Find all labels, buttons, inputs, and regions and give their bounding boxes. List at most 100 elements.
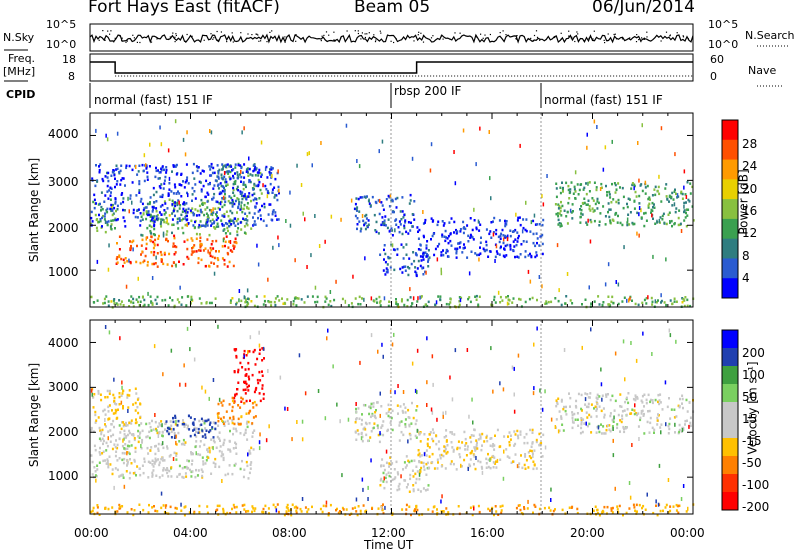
- scatter-cell: [477, 305, 480, 308]
- scatter-cell: [172, 164, 175, 167]
- scatter-cell: [158, 461, 161, 464]
- speckle-cell: [496, 458, 499, 463]
- scatter-cell: [254, 507, 257, 510]
- scatter-cell: [425, 244, 428, 247]
- scatter-cell: [473, 446, 476, 449]
- scatter-cell: [683, 210, 685, 214]
- scatter-cell: [437, 295, 440, 298]
- scatter-cell: [185, 423, 188, 427]
- speckle-cell: [153, 344, 156, 349]
- scatter-cell: [128, 164, 131, 168]
- scatter-cell: [576, 183, 579, 186]
- scatter-cell: [380, 426, 383, 429]
- scatter-cell: [509, 229, 512, 232]
- scatter-cell: [213, 226, 216, 229]
- scatter-cell: [116, 303, 119, 306]
- scatter-cell: [644, 192, 647, 195]
- speckle-cell: [541, 194, 543, 199]
- scatter-cell: [587, 405, 590, 409]
- scatter-cell: [262, 219, 265, 223]
- scatter-cell: [197, 257, 200, 260]
- scatter-cell: [677, 216, 680, 220]
- scatter-cell: [207, 214, 210, 217]
- speckle-cell: [326, 336, 328, 341]
- scatter-cell: [603, 505, 606, 509]
- scatter-cell: [254, 174, 257, 177]
- scatter-cell: [172, 242, 175, 245]
- scatter-cell: [573, 185, 576, 189]
- scatter-cell: [645, 398, 648, 402]
- colorbar-swatch: [722, 348, 738, 367]
- scatter-cell: [137, 435, 140, 438]
- scatter-cell: [647, 393, 650, 397]
- scatter-cell: [221, 404, 224, 407]
- scatter-cell: [659, 393, 662, 396]
- scatter-cell: [128, 440, 131, 443]
- scatter-cell: [383, 223, 386, 227]
- scatter-cell: [127, 406, 130, 409]
- scatter-cell: [224, 180, 227, 184]
- speckle-cell: [296, 420, 298, 424]
- scatter-cell: [226, 163, 229, 166]
- nsearch-series-point: [395, 38, 397, 40]
- scatter-cell: [606, 194, 609, 197]
- scatter-cell: [260, 217, 262, 221]
- scatter-cell: [242, 183, 245, 186]
- scatter-cell: [275, 194, 278, 197]
- speckle-cell: [284, 406, 286, 411]
- speckle-cell: [441, 494, 443, 499]
- speckle-cell: [256, 243, 258, 248]
- scatter-cell: [610, 201, 613, 204]
- scatter-cell: [175, 173, 178, 176]
- scatter-cell: [126, 433, 129, 437]
- nsearch-series-point: [621, 38, 624, 40]
- scatter-cell: [559, 225, 562, 228]
- scatter-cell: [112, 419, 115, 423]
- scatter-cell: [676, 196, 679, 199]
- scatter-cell: [135, 260, 138, 264]
- scatter-cell: [485, 243, 488, 247]
- scatter-cell: [114, 200, 117, 204]
- scatter-cell: [609, 414, 612, 418]
- scatter-cell: [665, 183, 668, 186]
- scatter-cell: [516, 231, 519, 234]
- scatter-cell: [638, 194, 641, 198]
- scatter-cell: [656, 189, 659, 193]
- speckle-cell: [186, 130, 188, 135]
- scatter-cell: [595, 400, 598, 404]
- speckle-cell: [247, 350, 249, 355]
- scatter-cell: [561, 508, 564, 512]
- scatter-cell: [401, 232, 404, 236]
- speckle-cell: [217, 324, 219, 329]
- scatter-cell: [173, 304, 176, 308]
- scatter-cell: [143, 457, 146, 460]
- scatter-cell: [596, 407, 598, 411]
- speckle-cell: [106, 137, 109, 142]
- scatter-cell: [514, 228, 517, 232]
- nsearch-series-point: [502, 30, 504, 32]
- scatter-cell: [443, 449, 446, 453]
- scatter-cell: [199, 440, 202, 443]
- scatter-cell: [455, 228, 457, 232]
- speckle-cell: [180, 502, 182, 507]
- scatter-cell: [222, 416, 225, 419]
- speckle-cell: [602, 167, 605, 172]
- scatter-cell: [93, 301, 96, 304]
- scatter-cell: [92, 430, 95, 433]
- scatter-cell: [209, 251, 212, 255]
- speckle-cell: [286, 407, 289, 411]
- scatter-cell: [135, 392, 138, 395]
- scatter-cell: [628, 198, 631, 201]
- scatter-cell: [382, 269, 385, 272]
- scatter-cell: [191, 247, 193, 250]
- scatter-cell: [538, 223, 541, 226]
- scatter-cell: [193, 190, 196, 193]
- nsearch-series-point: [323, 34, 325, 36]
- scatter-cell: [567, 201, 570, 205]
- scatter-cell: [382, 464, 385, 467]
- scatter-cell: [239, 192, 242, 195]
- scatter-cell: [634, 394, 637, 397]
- scatter-cell: [445, 251, 447, 255]
- scatter-cell: [96, 511, 99, 515]
- scatter-cell: [514, 238, 517, 241]
